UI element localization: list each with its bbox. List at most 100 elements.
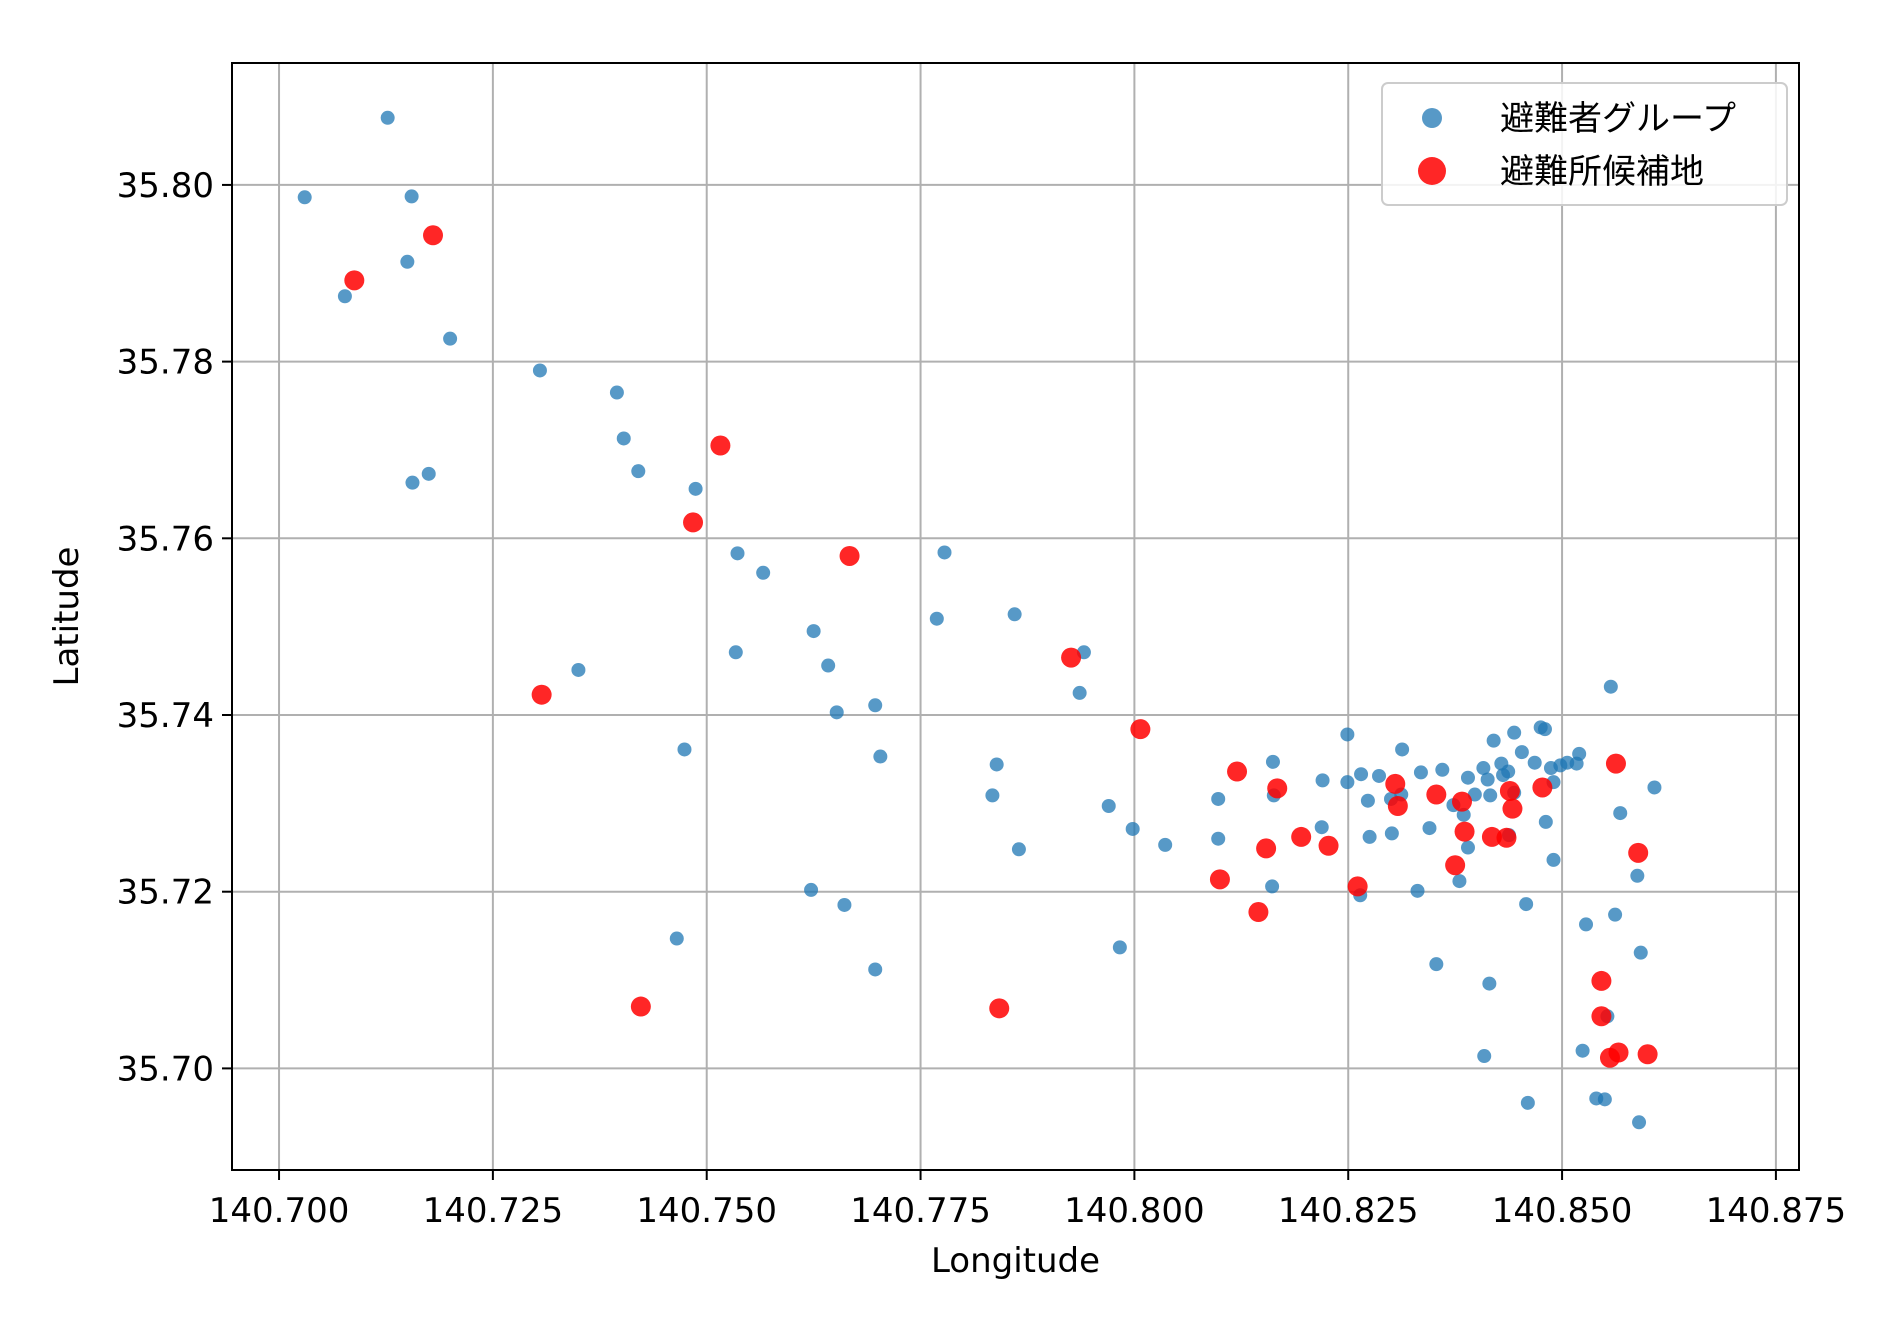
shelter-candidate-point (1591, 1006, 1612, 1027)
shelter-candidate-point (1502, 798, 1523, 819)
evacuee-group-point (1101, 799, 1116, 814)
shelter-candidate-point (683, 512, 704, 533)
evacuee-group-point (297, 190, 312, 205)
evacuee-group-point (728, 645, 743, 660)
shelter-candidate-point (1591, 970, 1612, 991)
evacuee-group-point (421, 466, 436, 481)
shelter-candidate-point (710, 435, 731, 456)
evacuee-group-point (337, 289, 352, 304)
evacuee-group-point (1520, 1095, 1535, 1110)
shelter-candidate-point (1385, 773, 1406, 794)
shelter-candidate-point (1318, 835, 1339, 856)
evacuee-group-point (1265, 754, 1280, 769)
shelter-candidate-point (1481, 826, 1502, 847)
shelter-candidate-point (1209, 869, 1230, 890)
evacuee-group-point (989, 757, 1004, 772)
evacuee-group-point (1514, 745, 1529, 760)
shelter-candidate-point (1426, 784, 1447, 805)
y-tick-label: 35.74 (117, 696, 214, 736)
evacuee-group-point (1125, 821, 1140, 836)
evacuee-group-point (1537, 722, 1552, 737)
evacuee-group-point (1211, 791, 1226, 806)
shelter-candidate-point (1387, 796, 1408, 817)
data-points (297, 110, 1662, 1130)
evacuee-group-point (1314, 820, 1329, 835)
shelter-candidate-point (1499, 780, 1520, 801)
x-tick-label: 140.700 (209, 1191, 350, 1231)
shelter-candidate-point (1291, 826, 1312, 847)
evacuee-group-point (1340, 727, 1355, 742)
evacuee-group-point (1384, 826, 1399, 841)
evacuee-group-point (985, 788, 1000, 803)
shelter-candidate-point (1267, 778, 1288, 799)
shelter-candidate-point (1605, 753, 1626, 774)
evacuee-group-point (571, 662, 586, 677)
evacuee-group-point (929, 611, 944, 626)
evacuee-group-point (1158, 837, 1173, 852)
y-tick-label: 35.78 (117, 343, 214, 383)
shelter-candidate-point (1628, 842, 1649, 863)
shelter-candidate-point (1451, 791, 1472, 812)
evacuee-group-point (405, 475, 420, 490)
x-tick-label: 140.850 (1492, 1191, 1633, 1231)
evacuee-group-point (1413, 765, 1428, 780)
evacuee-group-point (400, 254, 415, 269)
y-axis-title: Latitude (47, 547, 87, 687)
evacuee-group-point (1362, 829, 1377, 844)
evacuee-group-point (1395, 742, 1410, 757)
evacuee-group-point (1072, 685, 1087, 700)
evacuee-group-point (1527, 755, 1542, 770)
evacuee-group-point (1579, 917, 1594, 932)
evacuee-group-point (1460, 840, 1475, 855)
shelter-candidate-point (1445, 855, 1466, 876)
shelter-candidate-point (1532, 777, 1553, 798)
legend-marker-evacuee-groups (1422, 108, 1442, 128)
shelter-candidate-point (1256, 838, 1277, 859)
evacuee-group-point (1011, 842, 1026, 857)
evacuee-group-point (1460, 770, 1475, 785)
shelter-candidate-point (1608, 1042, 1629, 1063)
evacuee-group-point (1360, 793, 1375, 808)
legend-label-shelter-candidates: 避難所候補地 (1500, 152, 1704, 192)
evacuee-group-point (443, 331, 458, 346)
evacuee-group-point (631, 464, 646, 479)
x-tick-label: 140.875 (1706, 1191, 1847, 1231)
evacuee-group-point (1507, 725, 1522, 740)
x-tick-label: 140.775 (850, 1191, 991, 1231)
evacuee-group-point (677, 742, 692, 757)
evacuee-group-point (937, 545, 952, 560)
evacuee-group-point (837, 897, 852, 912)
shelter-candidate-point (344, 270, 365, 291)
evacuee-group-point (1575, 1043, 1590, 1058)
evacuee-group-point (1486, 733, 1501, 748)
evacuee-group-point (829, 705, 844, 720)
evacuee-group-point (1613, 806, 1628, 821)
evacuee-group-point (1315, 773, 1330, 788)
plot-frame (231, 62, 1800, 1171)
evacuee-group-point (1597, 1092, 1612, 1107)
evacuee-group-point (756, 565, 771, 580)
legend-box (1381, 82, 1788, 206)
evacuee-group-point (1538, 814, 1553, 829)
y-tick-label: 35.70 (117, 1049, 214, 1089)
evacuee-group-point (1007, 607, 1022, 622)
legend-marker-shelter-candidates (1418, 157, 1446, 185)
y-tick-label: 35.76 (117, 519, 214, 559)
x-tick-label: 140.725 (423, 1191, 564, 1231)
evacuee-group-point (1265, 879, 1280, 894)
x-tick-label: 140.750 (636, 1191, 777, 1231)
shelter-candidate-point (1130, 719, 1151, 740)
evacuee-group-point (1422, 821, 1437, 836)
evacuee-group-point (1647, 780, 1662, 795)
evacuee-group-point (532, 363, 547, 378)
shelter-candidate-point (839, 545, 860, 566)
evacuee-group-point (669, 931, 684, 946)
evacuee-group-point (1482, 976, 1497, 991)
shelter-candidate-point (1496, 827, 1517, 848)
evacuee-group-point (1476, 761, 1491, 776)
evacuee-group-point (404, 189, 419, 204)
evacuee-group-point (1572, 746, 1587, 761)
evacuee-group-point (616, 431, 631, 446)
shelter-candidate-point (531, 684, 552, 705)
